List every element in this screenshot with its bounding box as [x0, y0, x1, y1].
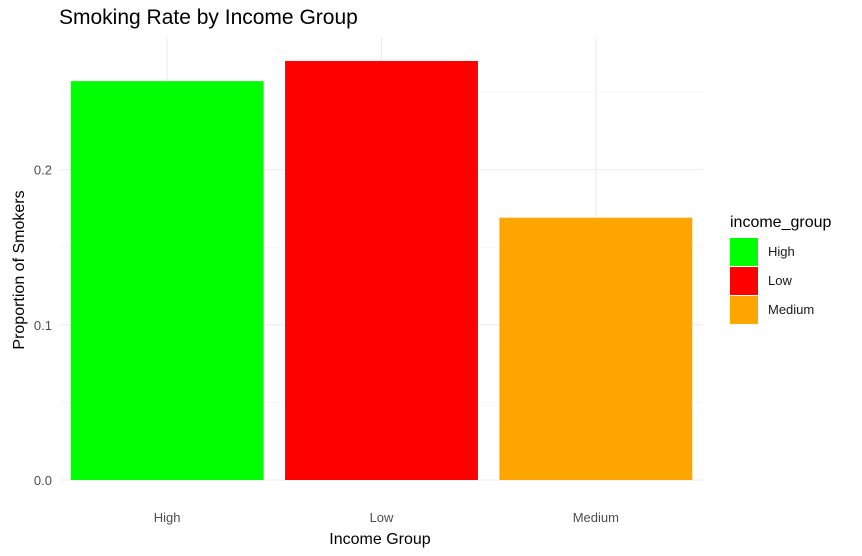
x-axis-ticks: High Low Medium [154, 510, 619, 525]
legend-label-low: Low [768, 273, 792, 288]
y-tick-label: 0.1 [34, 318, 52, 333]
bar-high [70, 81, 264, 481]
legend-title: income_group [730, 214, 832, 231]
y-tick-label: 0.0 [34, 473, 52, 488]
bar-low [285, 60, 478, 481]
legend: income_group High Low Medium [730, 214, 831, 324]
y-axis-ticks: 0.0 0.1 0.2 [34, 163, 52, 488]
x-axis-label: Income Group [329, 531, 430, 548]
legend-key-medium [730, 295, 758, 324]
x-tick-label-medium: Medium [573, 510, 619, 525]
y-tick-label: 0.2 [34, 163, 52, 178]
legend-label-high: High [768, 244, 795, 259]
legend-key-low [730, 266, 758, 295]
bars [70, 60, 693, 481]
legend-item-low: Low [730, 266, 831, 295]
legend-label-medium: Medium [768, 302, 815, 317]
chart-title: Smoking Rate by Income Group [59, 6, 358, 29]
bar-medium [499, 217, 693, 480]
legend-item-high: High [730, 237, 831, 266]
legend-item-medium: Medium [730, 295, 831, 324]
x-tick-label-high: High [154, 510, 181, 525]
y-axis-label: Proportion of Smokers [11, 190, 28, 349]
legend-key-high [730, 237, 758, 266]
x-tick-label-low: Low [370, 510, 394, 525]
